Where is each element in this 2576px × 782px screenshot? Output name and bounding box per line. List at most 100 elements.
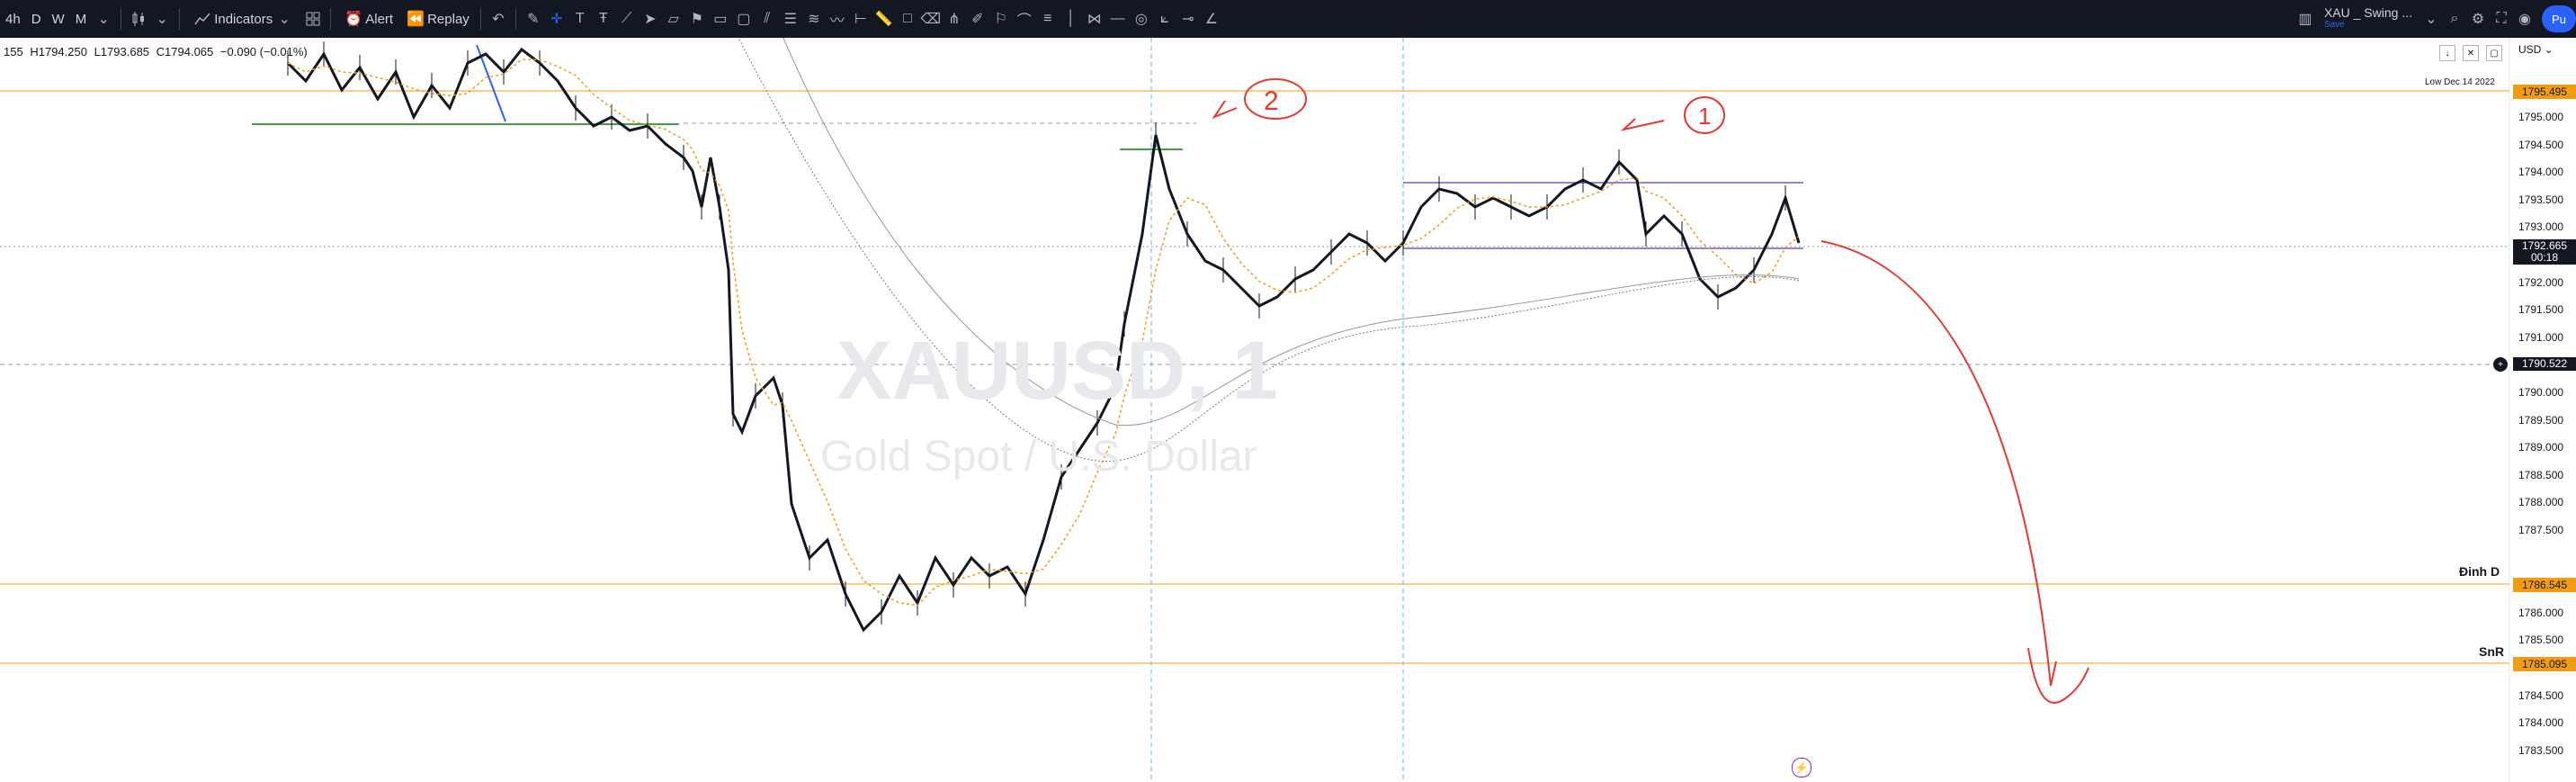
chevron-down-icon: ⌄ — [278, 12, 291, 27]
toolbar-divider — [514, 8, 516, 30]
layout-grid-icon[interactable] — [301, 7, 325, 31]
pen-icon[interactable]: ✐ — [971, 12, 984, 27]
layouts-icon[interactable]: ▥ — [2298, 12, 2312, 27]
layout-name[interactable]: XAU _ Swing ... Save — [2317, 6, 2419, 31]
ruler-icon[interactable]: 📏 — [874, 12, 893, 27]
bar-countdown: 00:18 — [2530, 251, 2559, 264]
currency-selector[interactable]: USD ⌄ — [2518, 43, 2554, 56]
price-tick: 1784.500 — [2518, 688, 2564, 702]
replay-button[interactable]: ⏪ Replay — [398, 0, 475, 38]
crosshair-plus-icon[interactable]: + — [2493, 357, 2508, 372]
legend-change: −0.090 (−0.01%) — [219, 45, 308, 58]
pitchfork-icon[interactable]: ⋔ — [948, 12, 961, 27]
gear-icon[interactable]: ⚙ — [2471, 12, 2485, 27]
patterns-icon[interactable]: ⋈ — [1087, 12, 1102, 27]
alert-button[interactable]: ⏰ Alert — [336, 0, 398, 38]
brush-icon[interactable]: ✎ — [527, 12, 540, 27]
publish-button[interactable]: Pu — [2542, 5, 2576, 32]
toolbar-right: ▥ XAU _ Swing ... Save ⌄ ⌕ ⚙ ⛶ ◉ Pu — [2294, 0, 2576, 38]
legend-prefix: 155 — [4, 45, 23, 58]
price-tick: 1791.000 — [2518, 330, 2564, 344]
pane-controls: ↓ ✕ ▢ — [2439, 45, 2502, 61]
price-tick: 1787.500 — [2518, 524, 2564, 536]
note-icon[interactable]: ▢ — [737, 12, 751, 27]
price-tick: 1790.000 — [2518, 386, 2564, 399]
snr-label: SnR — [2479, 644, 2504, 659]
vertical-line-icon[interactable]: │ — [1066, 11, 1076, 26]
price-candles-trace — [286, 47, 1801, 633]
chevron-down-icon[interactable]: ⌄ — [156, 12, 168, 27]
text-box-icon[interactable]: Ŧ — [598, 11, 608, 26]
price-tick: 1788.000 — [2518, 496, 2564, 509]
maximize-icon[interactable]: ▢ — [2486, 45, 2502, 61]
slow-ma-solid — [783, 38, 1800, 427]
candles-icon[interactable] — [127, 7, 150, 31]
price-tick: 1789.000 — [2518, 441, 2564, 454]
alert-label: Alert — [365, 11, 394, 27]
timeframe-4h[interactable]: 4h — [5, 11, 21, 27]
drawing-tools: ✎ ✛ T Ŧ ⟋ ➤ ▱ ⚑ ▭ ▢ ⫽ ☰ ≋ 〰 ⊢ 📏 □ ⌫ ⋔ ✐ … — [522, 0, 1223, 38]
mark-1-text: 1 — [1698, 103, 1711, 130]
currency-label: USD — [2518, 43, 2542, 56]
fullscreen-icon[interactable]: ⛶ — [2496, 11, 2507, 26]
crosshair-icon[interactable]: ✛ — [550, 12, 563, 27]
search-icon[interactable]: ⌕ — [2450, 11, 2459, 26]
arc-icon[interactable]: ⌒ — [1016, 13, 1032, 29]
price-tick: 1788.500 — [2518, 468, 2564, 481]
price-tick: 1783.500 — [2518, 743, 2564, 757]
projection-curve — [1820, 240, 2057, 687]
price-tag-top: 1795.495 — [2513, 85, 2576, 99]
fib-retracement-icon[interactable]: ☰ — [783, 12, 797, 27]
undo-icon[interactable]: ↶ — [492, 12, 505, 27]
chevron-down-icon[interactable]: ⌄ — [97, 12, 110, 27]
price-tag-snr: 1785.095 — [2513, 657, 2576, 671]
price-tick: 1794.000 — [2518, 166, 2564, 179]
alarm-clock-icon: ⏰ — [344, 12, 363, 27]
parallel-channel-icon[interactable]: ⫽ — [764, 11, 771, 26]
angle-icon[interactable]: ∠ — [1204, 12, 1218, 27]
toolbar-divider — [179, 8, 181, 30]
text-tool-icon[interactable]: T — [575, 11, 585, 26]
close-icon[interactable]: ✕ — [2463, 45, 2479, 61]
mark-1-arrow — [1620, 118, 1665, 131]
slow-ma-dotted — [738, 38, 1800, 463]
zigzag-icon[interactable]: 〰 — [829, 13, 845, 29]
horizontal-line-icon[interactable]: — — [1110, 11, 1125, 26]
camera-icon[interactable]: ◉ — [2518, 12, 2531, 27]
timeframe-w[interactable]: W — [51, 11, 65, 27]
eraser-icon[interactable]: ⌫ — [920, 12, 942, 27]
ohlc-legend: 155 H1794.250 L1793.685 C1794.065 −0.090… — [4, 45, 311, 58]
flag-icon[interactable]: ⚑ — [690, 12, 703, 27]
legend-high: H1794.250 — [30, 45, 87, 58]
rectangle-icon[interactable]: □ — [902, 11, 912, 26]
comment-icon[interactable]: ▭ — [713, 12, 728, 27]
lightning-icon[interactable]: ⚡ — [1792, 758, 1811, 778]
blue-trend-line — [476, 44, 506, 122]
indicators-icon — [191, 7, 214, 31]
price-range-icon[interactable]: ⊢ — [854, 12, 867, 27]
description-watermark: Gold Spot / U.S. Dollar — [820, 433, 1257, 481]
cursor-arrow-icon[interactable]: ➤ — [644, 12, 657, 27]
circle-target-icon[interactable]: ◎ — [1134, 12, 1148, 27]
callout-icon[interactable]: ▱ — [667, 12, 679, 27]
arrow-down-icon[interactable]: ↓ — [2439, 45, 2455, 61]
layout-save-status: Save — [2323, 20, 2345, 30]
indicators-button[interactable]: Indicators ⌄ — [185, 0, 301, 38]
price-tick: 1784.000 — [2518, 716, 2564, 730]
timeframe-d[interactable]: D — [31, 11, 41, 27]
chevron-down-icon[interactable]: ⌄ — [2425, 12, 2437, 27]
trend-line-icon[interactable]: ⟋ — [622, 11, 632, 26]
price-tag-dinh-d: 1786.545 — [2513, 578, 2576, 592]
regression-icon[interactable]: ≋ — [808, 12, 820, 27]
crosshair-price-tag: 1790.522 — [2513, 357, 2576, 371]
signpost-icon[interactable]: ⚐ — [994, 12, 1007, 27]
price-tick: 1795.000 — [2518, 111, 2564, 123]
top-toolbar: 4h D W M ⌄ ⌄ Indicators ⌄ ⏰ Alert ⏪ Repl… — [0, 0, 2576, 38]
horizontal-ray-icon[interactable]: ⊸ — [1182, 12, 1194, 27]
price-tick: 1794.500 — [2518, 138, 2564, 151]
fan-icon[interactable]: ⟀ — [1160, 11, 1169, 26]
gann-icon[interactable]: ≡ — [1043, 11, 1052, 26]
timeframe-m[interactable]: M — [75, 11, 87, 27]
